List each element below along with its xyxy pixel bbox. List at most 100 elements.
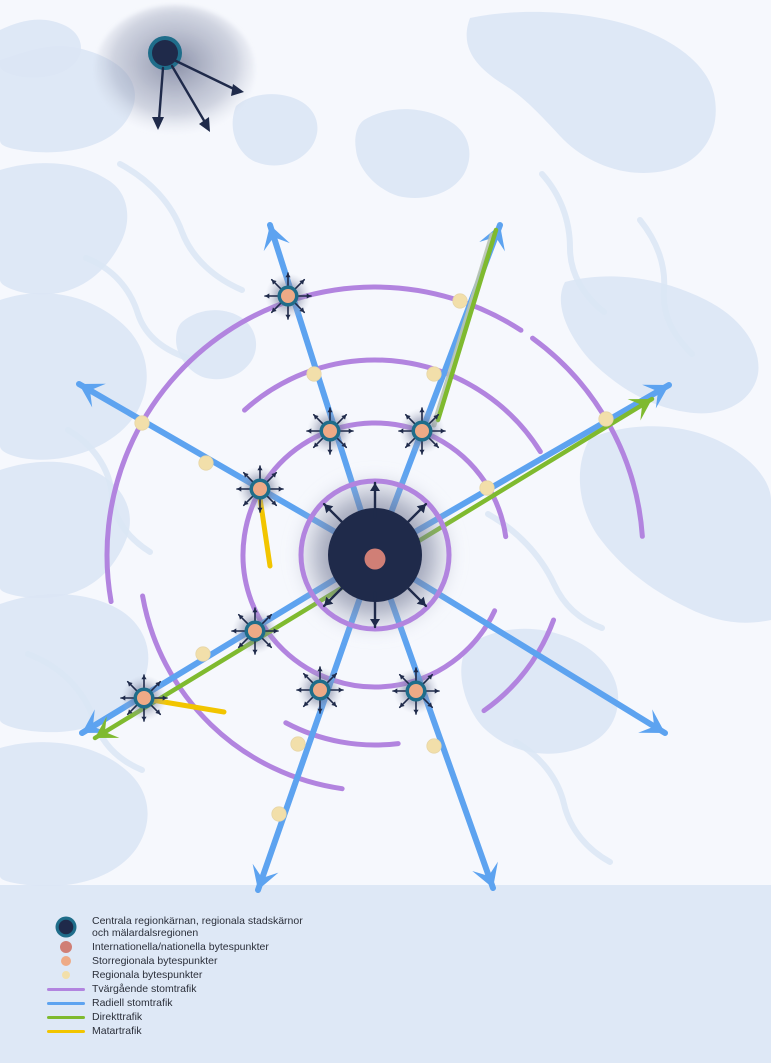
legend-label-international: Internationella/nationella bytespunkter [92, 941, 269, 953]
storregional-node-southwest-inner-dot [248, 624, 262, 638]
direct-route-north-east-shadow [431, 232, 495, 428]
storregional-node-south-center-arrow-head [317, 667, 323, 672]
legend-item-radial: Radiell stomtrafik [44, 997, 474, 1009]
legend-label-storregional: Storregionala bytespunkter [92, 955, 218, 967]
storregional-node-south-east-arrow-head [413, 668, 419, 673]
storregional-node-southwest-outer-arrow-head [162, 695, 167, 701]
legend-item-tangential: Tvärgående stomtrafik [44, 983, 474, 995]
storregional-node-south-center-arrow-head [331, 701, 337, 707]
direct-route-northeast-arrowhead [627, 399, 652, 421]
storregional-node-southwest-inner-arrow-head [273, 628, 278, 634]
water-area-7 [0, 885, 771, 1063]
storregional-node-north-arrow-head [299, 279, 305, 285]
storregional-node-southwest-inner-arrow-head [238, 614, 244, 620]
mälardal-arrow-east-head [231, 84, 244, 96]
legend-label-feeder: Matartrafik [92, 1025, 142, 1037]
regional-stop-2 [306, 366, 322, 382]
central-core-arrow-south-head [370, 619, 380, 627]
regional-dot [62, 971, 70, 979]
international-dot [60, 941, 72, 953]
storregional-node-north-center-arrow-head [327, 408, 333, 413]
storregional-node-west-arrow-head [237, 486, 242, 492]
legend-item-storregional: Storregionala bytespunkter [44, 955, 474, 967]
storregional-node-southwest-outer-arrow-head [155, 709, 161, 715]
storregional-node-southwest-inner-arrow-head [266, 614, 272, 620]
central-core-tangential-ring [298, 478, 452, 632]
storregional-node-southwest-outer-arrow-head [127, 681, 133, 687]
legend-label-core-line2: och mälardalsregionen [92, 927, 199, 939]
regional-stop-3 [426, 366, 442, 382]
storregional-node-north-east-arrow-head [419, 449, 425, 454]
water-area-4 [0, 461, 130, 599]
storregional-node-north-east-arrow-head [399, 428, 404, 434]
storregional-node-north-center-arrow-head [341, 442, 347, 448]
international-dot-icon [44, 941, 88, 953]
storregional-node-south-east-arrow-head [434, 688, 439, 694]
water-area-10 [579, 426, 771, 623]
water-area-15 [0, 19, 81, 78]
storregional-node-north-center-arrow-head [307, 428, 312, 434]
legend-item-direct: Direkttrafik [44, 1011, 474, 1023]
water-area-8 [466, 11, 716, 173]
core-node-icon [44, 916, 88, 938]
radial-route-southeast-arrowhead [638, 709, 665, 733]
feeder-line-icon [44, 1025, 88, 1037]
central-core-arrow-northwest-head [324, 504, 334, 514]
radial-line [47, 1001, 85, 1005]
storregional-node-south-center-arrow-head [297, 687, 302, 693]
storregional-node-southwest-outer-arrow-head [141, 675, 147, 680]
legend: Centrala regionkärnan, regionala stadskä… [44, 915, 474, 1039]
storregional-node-north-arrow-head [265, 293, 270, 299]
direct-line [47, 1015, 85, 1019]
storregional-node-west-arrow-head [243, 472, 249, 478]
storregional-node-south-east-arrow-head [399, 674, 405, 680]
mälardal-arrow-east-shaft [172, 58, 238, 92]
legend-label-core-line1: Centrala regionkärnan, regionala stadskä… [92, 915, 303, 927]
storregional-node-south-east-arrow-head [393, 688, 398, 694]
regional-stop-1 [452, 293, 468, 309]
storregional-node-north-arrow-head [285, 273, 291, 278]
storregional-node-south-east-arrow-head [427, 702, 433, 708]
radial-line-icon [44, 997, 88, 1009]
storregional-node-north-arrow-head [306, 293, 311, 299]
storregional-node-west-arrow-head [257, 466, 263, 471]
storregional-node-southwest-outer-arrow-head [155, 681, 161, 687]
storregional-node-south-east-arrow-head [413, 709, 419, 714]
water-area-5 [0, 594, 149, 733]
storregional-node-north-arrow-head [271, 307, 277, 313]
storregional-node-southwest-inner-arrow-head [238, 642, 244, 648]
regional-dot-icon [44, 969, 88, 981]
mälardal-arrow-southeast-shaft [170, 64, 208, 126]
legend-item-feeder: Matartrafik [44, 1025, 474, 1037]
storregional-node-west-arrow-head [271, 500, 277, 506]
storregional-node-north-center-arrow-head [348, 428, 353, 434]
radial-route-north-arrowhead [263, 225, 290, 252]
storregional-node-north-center-arrow-head [313, 442, 319, 448]
tangential-line-icon [44, 983, 88, 995]
regional-stop-6 [479, 480, 495, 496]
direct-route-north-east [435, 227, 499, 423]
core-node-center [58, 919, 74, 935]
water-area-13 [355, 109, 470, 198]
storregional-dot-icon [44, 955, 88, 967]
storregional-node-north-dot [281, 289, 295, 303]
storregional-node-north-east-arrow-head [433, 442, 439, 448]
central-core-arrow-north-head [370, 483, 380, 491]
water-area-11 [461, 628, 619, 754]
storregional-node-north-center-arrow-head [327, 449, 333, 454]
tangential-ring-lower-right [481, 617, 557, 714]
legend-item-regional: Regionala bytespunkter [44, 969, 474, 981]
storregional-node-north-east-arrow-head [433, 414, 439, 420]
storregional-node-north-east-arrow-head [419, 408, 425, 413]
radial-route-southwest-arrowhead [82, 709, 109, 733]
storregional-node-southwest-outer-arrow-head [121, 695, 126, 701]
nodes-layer [120, 272, 614, 822]
tangential-line [47, 987, 85, 991]
river-line-1 [117, 161, 245, 293]
central-core-international-dot [364, 548, 386, 570]
storregional-node-southwest-outer-dot [137, 691, 151, 705]
storregional-node-west-arrow-head [257, 507, 263, 512]
legend-label-direct: Direkttrafik [92, 1011, 143, 1023]
